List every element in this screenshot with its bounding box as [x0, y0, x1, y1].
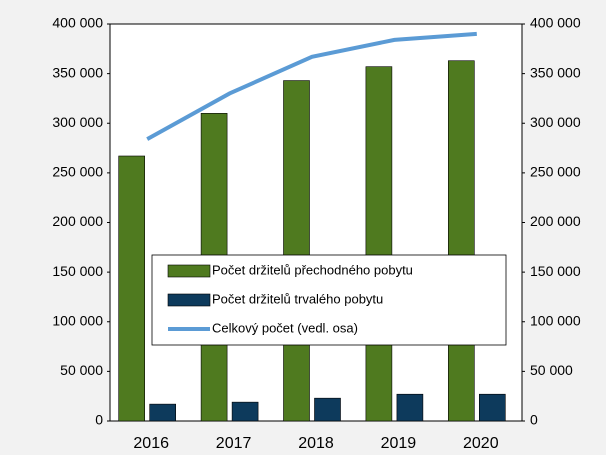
y2-tick-label: 100 000: [530, 312, 581, 328]
y2-tick-label: 300 000: [530, 114, 581, 130]
x-tick-label: 2016: [133, 435, 169, 452]
y2-tick-label: 400 000: [530, 15, 581, 31]
bar: [231, 401, 259, 422]
line-series: [146, 31, 477, 141]
y-tick-label: 200 000: [52, 213, 103, 229]
bar: [478, 393, 506, 422]
y-tick-label: 0: [95, 412, 103, 428]
legend-swatch: [167, 264, 211, 278]
y2-tick-label: 250 000: [530, 164, 581, 180]
bar: [314, 397, 341, 422]
legend-label: Celkový počet (vedl. osa): [212, 320, 358, 335]
x-tick-label: 2019: [381, 435, 417, 452]
y-tick-label: 150 000: [52, 263, 103, 279]
y2-tick-label: 350 000: [530, 64, 581, 80]
y2-tick-label: 50 000: [530, 362, 573, 378]
y-tick-label: 100 000: [52, 312, 103, 328]
y-tick-label: 400 000: [52, 15, 103, 31]
legend-label: Počet držitelů trvalého pobytu: [212, 291, 383, 306]
bar: [149, 403, 176, 422]
x-tick-label: 2020: [463, 435, 499, 452]
legend-swatch: [167, 293, 211, 307]
bar: [118, 155, 145, 422]
y-tick-label: 300 000: [52, 114, 103, 130]
bar: [283, 80, 310, 422]
y2-tick-label: 0: [530, 412, 538, 428]
legend-box: [151, 254, 507, 346]
y-tick-label: 250 000: [52, 164, 103, 180]
bar: [396, 393, 424, 422]
x-tick-label: 2018: [298, 435, 334, 452]
y2-tick-label: 200 000: [530, 213, 581, 229]
y2-tick-label: 150 000: [530, 263, 581, 279]
legend-label: Počet držitelů přechodného pobytu: [212, 262, 413, 277]
y-tick-label: 50 000: [60, 362, 103, 378]
y-tick-label: 350 000: [52, 64, 103, 80]
bar: [447, 60, 475, 422]
bar: [365, 66, 393, 422]
x-tick-label: 2017: [216, 435, 252, 452]
